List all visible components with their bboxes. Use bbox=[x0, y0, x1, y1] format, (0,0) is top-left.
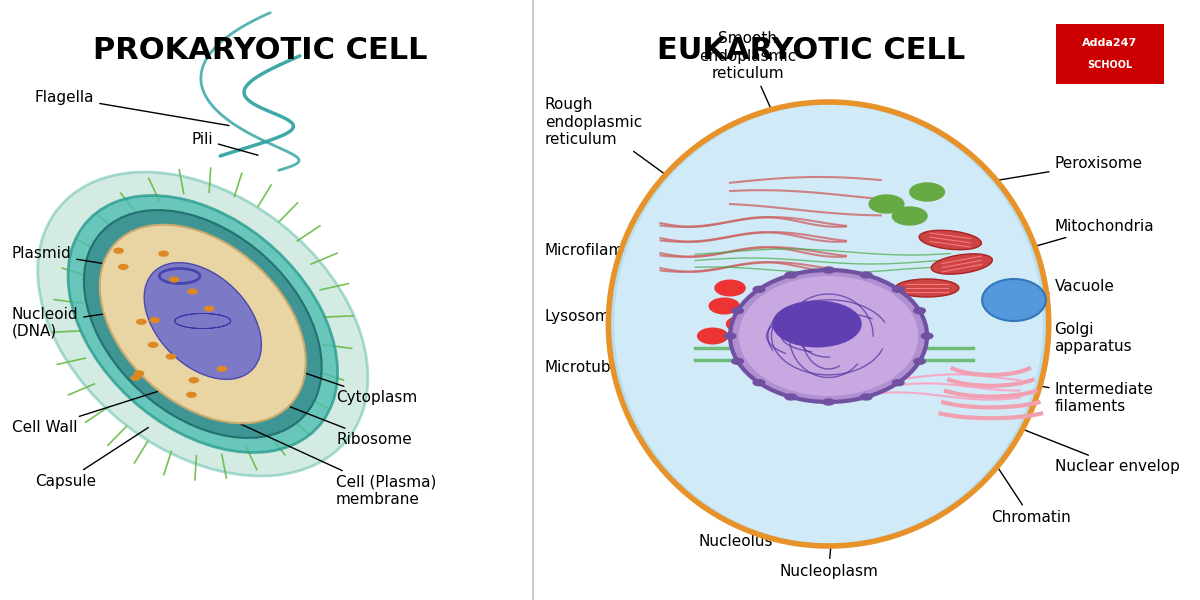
Circle shape bbox=[860, 394, 872, 400]
Circle shape bbox=[217, 367, 227, 371]
Circle shape bbox=[823, 399, 834, 405]
Text: Golgi
apparatus: Golgi apparatus bbox=[1016, 322, 1132, 359]
Ellipse shape bbox=[84, 210, 322, 438]
Circle shape bbox=[709, 298, 739, 314]
Circle shape bbox=[732, 358, 743, 364]
Text: Cell (Plasma)
membrane: Cell (Plasma) membrane bbox=[234, 421, 437, 507]
Circle shape bbox=[204, 306, 214, 311]
Circle shape bbox=[913, 308, 925, 314]
Ellipse shape bbox=[895, 279, 959, 297]
Text: Vacuole: Vacuole bbox=[1016, 279, 1115, 299]
Circle shape bbox=[190, 378, 198, 383]
Circle shape bbox=[754, 380, 764, 386]
Text: Flagella: Flagella bbox=[35, 90, 229, 125]
Circle shape bbox=[732, 308, 743, 314]
Circle shape bbox=[913, 358, 925, 364]
Text: Cytoplasm: Cytoplasm bbox=[252, 355, 418, 405]
Text: Peroxisome: Peroxisome bbox=[930, 156, 1142, 191]
Circle shape bbox=[187, 392, 196, 397]
Ellipse shape bbox=[100, 224, 306, 424]
Circle shape bbox=[149, 343, 157, 347]
Circle shape bbox=[150, 318, 160, 323]
Ellipse shape bbox=[614, 105, 1043, 543]
Circle shape bbox=[922, 333, 932, 339]
Text: PROKARYOTIC CELL: PROKARYOTIC CELL bbox=[94, 36, 428, 65]
Text: EUKARYOTIC CELL: EUKARYOTIC CELL bbox=[658, 36, 965, 65]
Ellipse shape bbox=[931, 254, 992, 274]
Circle shape bbox=[167, 354, 175, 359]
Circle shape bbox=[114, 248, 124, 253]
Text: Chromatin: Chromatin bbox=[917, 344, 1070, 525]
Circle shape bbox=[715, 280, 745, 296]
Circle shape bbox=[893, 286, 904, 292]
Circle shape bbox=[754, 286, 764, 292]
Circle shape bbox=[725, 333, 736, 339]
Circle shape bbox=[869, 195, 904, 213]
Text: SCHOOL: SCHOOL bbox=[1087, 60, 1133, 70]
Text: Lysosome: Lysosome bbox=[545, 306, 721, 324]
Text: Ribosome: Ribosome bbox=[234, 385, 412, 447]
Circle shape bbox=[785, 272, 797, 278]
Text: Nucleolus: Nucleolus bbox=[698, 362, 816, 549]
Circle shape bbox=[119, 265, 128, 269]
Ellipse shape bbox=[919, 230, 982, 250]
Ellipse shape bbox=[739, 276, 918, 396]
Text: Rough
endoplasmic
reticulum: Rough endoplasmic reticulum bbox=[545, 97, 716, 211]
Circle shape bbox=[910, 183, 944, 201]
Text: Pili: Pili bbox=[191, 132, 258, 155]
Text: Smooth
endoplasmic
reticulum: Smooth endoplasmic reticulum bbox=[698, 31, 804, 184]
Text: Microtubule: Microtubule bbox=[545, 349, 733, 375]
Circle shape bbox=[773, 301, 862, 347]
Circle shape bbox=[137, 319, 146, 324]
Circle shape bbox=[697, 328, 727, 344]
Text: Nucleoid
(DNA): Nucleoid (DNA) bbox=[12, 301, 194, 339]
Text: Nucleoplasm: Nucleoplasm bbox=[779, 381, 878, 579]
Text: Plasmid: Plasmid bbox=[12, 246, 176, 275]
Text: Intermediate
filaments: Intermediate filaments bbox=[1000, 379, 1153, 414]
Circle shape bbox=[188, 289, 197, 294]
Text: Capsule: Capsule bbox=[35, 428, 149, 489]
Text: Cell Wall: Cell Wall bbox=[12, 391, 160, 435]
Ellipse shape bbox=[608, 102, 1049, 546]
Text: Nuclear envelop: Nuclear envelop bbox=[941, 397, 1180, 474]
Text: Microfilament: Microfilament bbox=[545, 243, 727, 258]
Circle shape bbox=[893, 380, 904, 386]
Ellipse shape bbox=[982, 279, 1046, 321]
Circle shape bbox=[134, 371, 144, 376]
Circle shape bbox=[785, 394, 797, 400]
Text: Adda247: Adda247 bbox=[1082, 38, 1138, 48]
Ellipse shape bbox=[37, 172, 368, 476]
Circle shape bbox=[158, 251, 168, 256]
Ellipse shape bbox=[68, 196, 337, 452]
Circle shape bbox=[131, 375, 140, 380]
Circle shape bbox=[823, 267, 834, 273]
Circle shape bbox=[726, 316, 757, 332]
FancyBboxPatch shape bbox=[1051, 21, 1170, 87]
Circle shape bbox=[169, 277, 179, 282]
Ellipse shape bbox=[144, 263, 262, 379]
Circle shape bbox=[893, 207, 928, 225]
Ellipse shape bbox=[730, 270, 928, 402]
Circle shape bbox=[860, 272, 872, 278]
Text: Mitochondria: Mitochondria bbox=[976, 219, 1154, 263]
